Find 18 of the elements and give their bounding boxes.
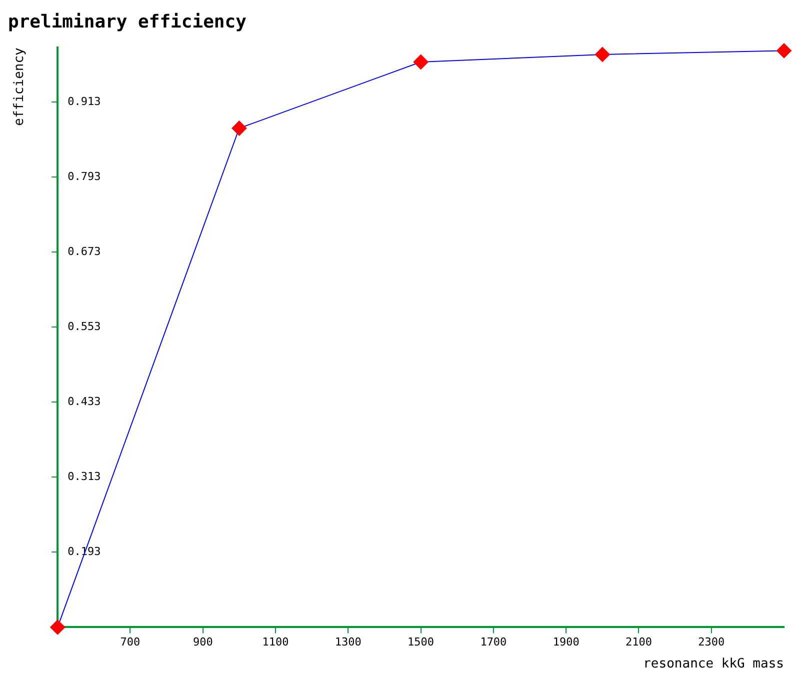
x-axis-title: resonance kkG mass: [643, 656, 784, 672]
y-tick-label: 0.913: [68, 94, 101, 108]
y-tick-label: 0.433: [68, 394, 101, 408]
y-tick-label: 0.793: [68, 170, 101, 183]
chart-title: preliminary efficiency: [8, 11, 247, 32]
y-tick-label: 0.313: [68, 470, 101, 483]
x-tick-label: 1100: [262, 636, 289, 649]
x-tick-label: 1900: [552, 636, 580, 649]
x-tick-label: 1300: [334, 636, 362, 649]
x-tick-label: 2300: [698, 636, 725, 649]
x-tick-label: 2100: [625, 636, 652, 649]
x-tick-label: 1500: [408, 636, 434, 649]
y-axis-title: efficiency: [12, 47, 28, 126]
x-tick-label: 700: [120, 636, 140, 649]
x-tick-label: 900: [192, 636, 213, 649]
y-tick-label: 0.673: [68, 244, 101, 258]
y-tick-label: 0.553: [68, 320, 101, 333]
x-tick-label: 1700: [480, 636, 507, 649]
